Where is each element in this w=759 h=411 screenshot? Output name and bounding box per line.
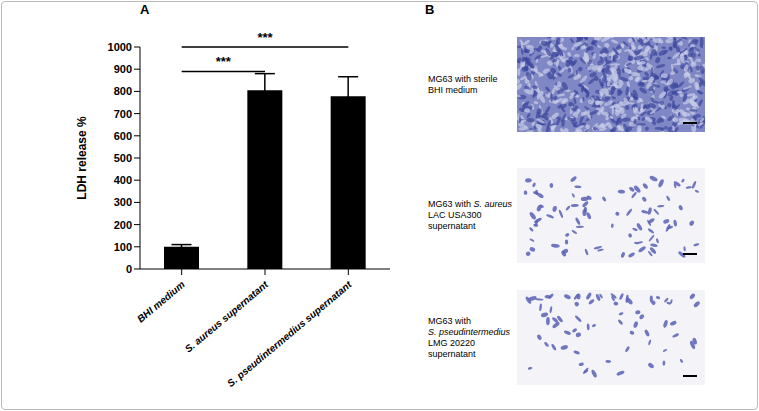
html-text:MG63 with S. aureus: MG63 with S. aureus (428, 199, 512, 209)
svg-text:700: 700 (114, 108, 132, 120)
svg-text:S. aureus supernatant: S. aureus supernatant (183, 278, 271, 354)
svg-text:600: 600 (114, 130, 132, 142)
html-text:LMG 20220: LMG 20220 (428, 337, 475, 348)
html-text:MG63 with sterile: MG63 with sterile (428, 73, 498, 84)
svg-text:300: 300 (114, 196, 132, 208)
svg-text:***: *** (257, 30, 273, 45)
svg-text:***: *** (216, 54, 232, 69)
svg-text:400: 400 (114, 174, 132, 186)
html-text:A: A (140, 2, 150, 17)
html-text:S. pseudintermedius: S. pseudintermedius (428, 326, 510, 337)
svg-text:900: 900 (114, 63, 132, 75)
svg-text:800: 800 (114, 85, 132, 97)
html-text:BHI medium: BHI medium (428, 84, 478, 95)
svg-text:S. pseudintermedius supernatan: S. pseudintermedius supernatant (225, 278, 354, 389)
html-text:LAC USA300: LAC USA300 (428, 210, 482, 220)
svg-text:500: 500 (114, 152, 132, 164)
html-text:MG63 with: MG63 with (428, 315, 471, 326)
svg-text:100: 100 (114, 241, 132, 253)
svg-text:0: 0 (126, 263, 132, 275)
html-text:B: B (425, 2, 435, 17)
svg-text:200: 200 (114, 219, 132, 231)
svg-text:BHI medium: BHI medium (135, 279, 187, 325)
html-text:supernatant: supernatant (428, 348, 476, 359)
html-text:supernatant: supernatant (428, 221, 476, 231)
svg-text:1000: 1000 (108, 41, 132, 53)
svg-text:LDH release %: LDH release % (75, 116, 89, 200)
